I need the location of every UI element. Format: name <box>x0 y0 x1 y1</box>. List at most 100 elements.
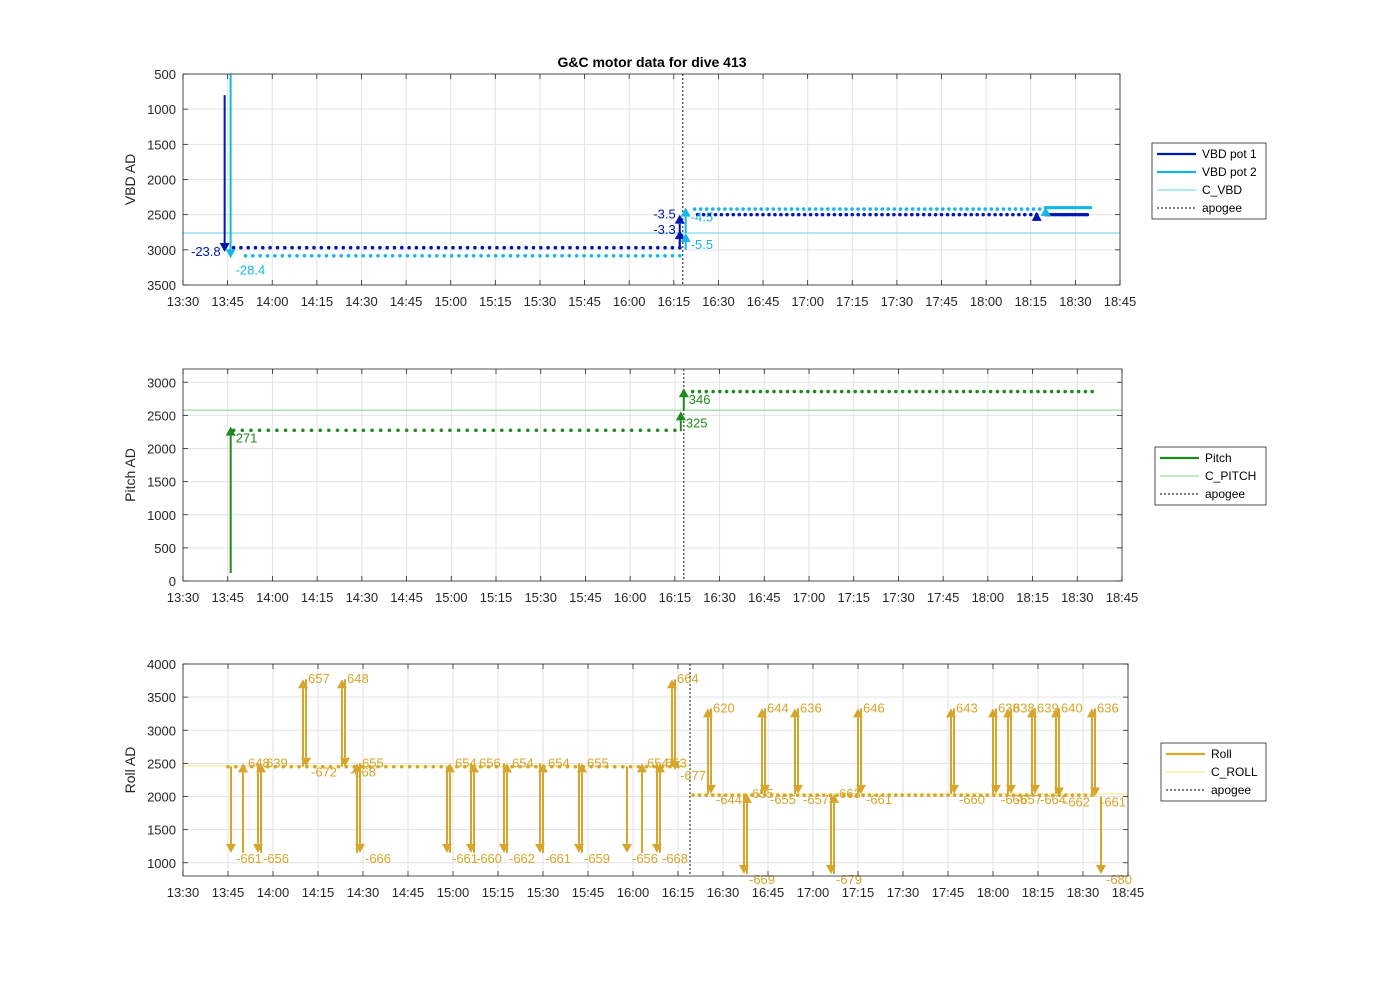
data-point <box>957 212 962 217</box>
data-point <box>1058 212 1063 217</box>
data-point <box>626 254 630 258</box>
data-point <box>326 245 331 250</box>
data-point <box>265 764 270 769</box>
event-arrowhead <box>445 763 455 773</box>
data-point <box>833 389 837 394</box>
data-point <box>231 245 236 250</box>
data-point <box>791 212 795 217</box>
data-point <box>569 428 573 433</box>
data-point <box>641 245 645 250</box>
data-point <box>887 793 891 797</box>
x-tick-label: 17:30 <box>881 294 914 309</box>
data-point <box>575 245 580 250</box>
data-point <box>874 793 878 797</box>
event-arrowhead <box>670 761 680 770</box>
data-point <box>427 254 432 258</box>
data-point <box>1059 205 1064 210</box>
data-point <box>565 764 570 769</box>
data-point <box>910 212 914 217</box>
data-point <box>455 764 459 769</box>
x-tick-label: 17:15 <box>836 294 869 309</box>
data-point <box>473 245 477 250</box>
data-point <box>1063 212 1067 217</box>
event-arrowhead <box>1040 206 1051 216</box>
data-point <box>390 254 395 258</box>
event-label: 657 <box>308 671 330 686</box>
data-point <box>926 793 931 797</box>
data-point <box>850 212 855 217</box>
event-label: -657 <box>803 792 829 807</box>
y-tick-label: 0 <box>169 574 176 589</box>
data-point <box>1083 389 1088 394</box>
data-point <box>577 428 582 433</box>
event-arrowhead <box>678 388 689 398</box>
y-tick-label: 3000 <box>147 243 176 258</box>
data-point <box>928 207 933 211</box>
data-point <box>1044 793 1048 797</box>
data-point <box>822 793 826 797</box>
data-point <box>670 254 675 258</box>
event-arrowhead <box>674 230 685 240</box>
event-arrowhead <box>256 763 266 773</box>
x-tick-label: 13:30 <box>167 294 200 309</box>
data-point <box>491 428 496 433</box>
data-point <box>741 207 745 211</box>
data-point <box>378 245 382 250</box>
data-point <box>655 254 660 258</box>
data-point <box>862 212 866 217</box>
data-point <box>998 793 1003 797</box>
data-point <box>275 428 279 433</box>
data-point <box>975 389 979 394</box>
data-point <box>517 428 521 433</box>
data-point <box>892 207 897 211</box>
event-label: 655 <box>587 755 609 770</box>
data-point <box>431 764 436 769</box>
data-point <box>273 254 277 258</box>
data-point <box>1005 793 1009 797</box>
data-point <box>832 207 836 211</box>
x-tick-label: 16:45 <box>747 294 780 309</box>
event-label: 639 <box>1037 700 1059 715</box>
y-tick-label: 3000 <box>147 723 176 738</box>
data-point <box>868 207 872 211</box>
data-point <box>761 212 765 217</box>
event-arrowhead <box>538 763 548 773</box>
x-tick-label: 17:00 <box>793 590 826 605</box>
data-point <box>265 254 270 258</box>
data-point <box>398 254 402 258</box>
data-point <box>500 428 504 433</box>
event-arrowhead <box>355 843 365 853</box>
data-point <box>1011 793 1016 797</box>
axes-box <box>182 663 1129 877</box>
data-point <box>297 764 301 769</box>
data-point <box>1037 207 1042 211</box>
data-point <box>240 428 245 433</box>
data-point <box>1072 205 1077 210</box>
data-point <box>400 245 404 250</box>
data-point <box>907 389 912 394</box>
data-point <box>246 245 250 250</box>
legend-label: C_PITCH <box>1205 469 1256 483</box>
data-point <box>226 764 230 769</box>
data-point <box>933 212 938 217</box>
y-tick-label: 1000 <box>147 508 176 523</box>
data-point <box>779 212 783 217</box>
event-arrowhead <box>991 784 1001 794</box>
y-tick-label: 2000 <box>147 173 176 188</box>
event-label: 648 <box>347 671 369 686</box>
data-point <box>1031 793 1035 797</box>
data-point <box>867 793 872 797</box>
y-tick-label: 1000 <box>147 856 176 871</box>
data-point <box>641 254 645 258</box>
data-point <box>860 389 864 394</box>
plot-area <box>183 664 1128 876</box>
y-tick-label: 1000 <box>147 102 176 117</box>
x-tick-label: 16:30 <box>707 885 740 900</box>
event-label: 654 <box>548 755 570 770</box>
data-point <box>1083 793 1088 797</box>
data-point <box>243 254 248 258</box>
data-point <box>405 254 410 258</box>
data-point <box>1064 793 1068 797</box>
data-point <box>977 207 981 211</box>
